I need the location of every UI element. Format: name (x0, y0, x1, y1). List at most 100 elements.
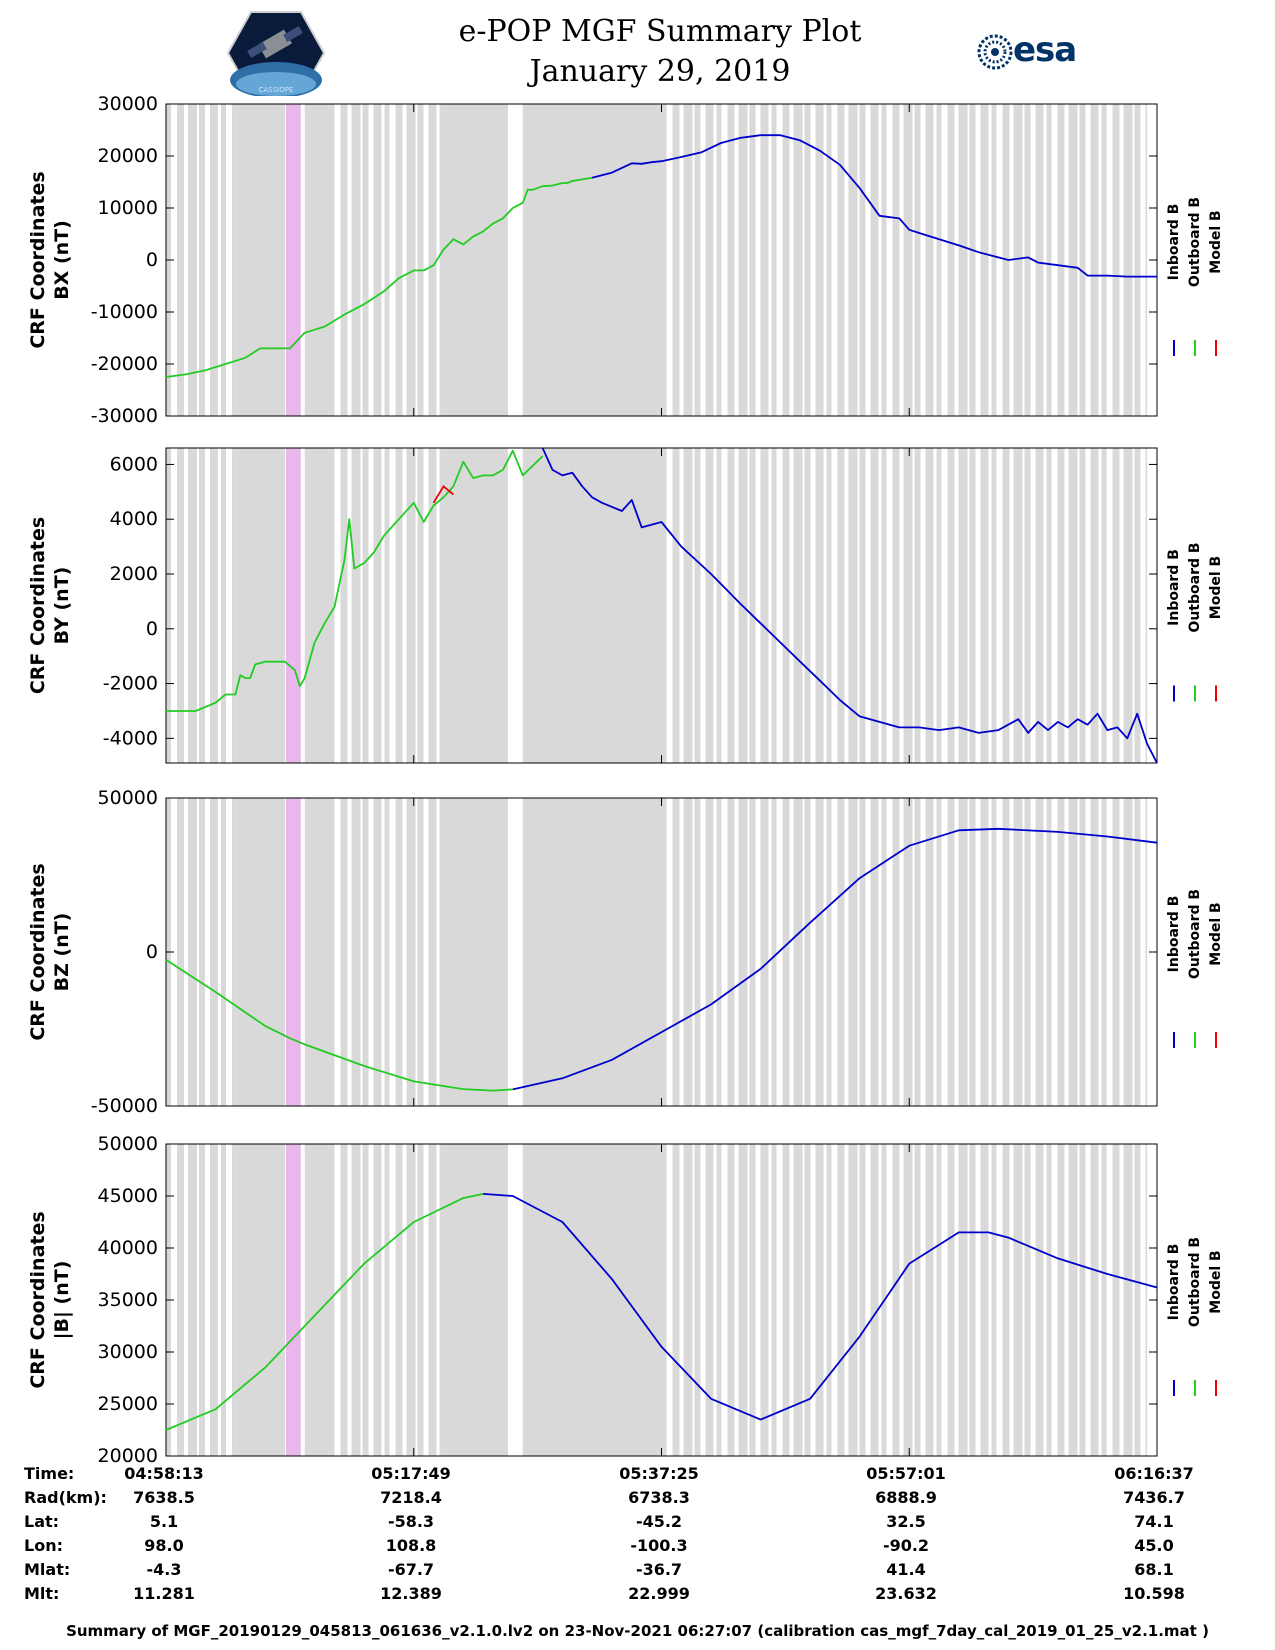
stripe-bx-2-21 (892, 104, 900, 416)
gray-span-bx-3 (522, 104, 662, 416)
ytick-label-bx-6: 30000 (98, 93, 158, 115)
info-label-mlat: Mlat: (24, 1560, 71, 1579)
stripe-by-2-1 (672, 448, 680, 763)
info-mlat-3: -36.7 (635, 1560, 683, 1579)
info-mlt-5: 10.598 (1123, 1584, 1185, 1603)
stripe-bz-2-32 (1013, 798, 1023, 1106)
info-mlat-5: 68.1 (1134, 1560, 1174, 1579)
legend-label-by-2: Model B (1208, 556, 1224, 619)
stripe-by-1-3 (362, 448, 369, 763)
stripe-bz-2-31 (1002, 798, 1010, 1106)
gray-span-bmag-3 (522, 1144, 662, 1456)
info-rad-5: 7436.7 (1123, 1488, 1185, 1507)
stripe-bmag-2-5 (716, 1144, 722, 1456)
stripe-bz-2-23 (914, 798, 921, 1106)
stripe-by-0-2 (188, 448, 197, 763)
series-by-outboard-b (166, 449, 544, 712)
stripe-bmag-2-33 (1024, 1144, 1031, 1456)
stripe-by-2-40 (1101, 448, 1107, 763)
stripe-bmag-2-26 (947, 1144, 955, 1456)
info-rad-2: 7218.4 (380, 1488, 442, 1507)
stripe-bz-2-33 (1024, 798, 1031, 1106)
info-time-4: 05:57:01 (866, 1464, 946, 1483)
stripe-bz-2-7 (738, 798, 748, 1106)
stripe-by-2-22 (903, 448, 913, 763)
stripe-bx-2-11 (782, 104, 790, 416)
stripe-bx-2-37 (1068, 104, 1078, 416)
stripe-bx-2-30 (991, 104, 997, 416)
stripe-bz-2-3 (694, 798, 701, 1106)
stripe-bz-2-18 (859, 798, 866, 1106)
info-mlt-4: 23.632 (875, 1584, 937, 1603)
series-bmag-inboard-b (483, 1193, 1158, 1421)
series-bz-inboard-b (512, 827, 1158, 1091)
stripe-bx-2-14 (815, 104, 824, 416)
stripe-bmag-2-22 (903, 1144, 913, 1456)
stripe-bz-1-10 (439, 798, 444, 1106)
stripe-bz-0-3 (199, 798, 205, 1106)
stripe-bx-2-15 (826, 104, 832, 416)
stripe-bz-2-44 (1145, 798, 1148, 1106)
stripe-bx-2-22 (903, 104, 913, 416)
stripe-bx-2-32 (1013, 104, 1023, 416)
stripe-bz-1-9 (428, 798, 437, 1106)
ylabel-line1-by: CRF Coordinates (27, 517, 49, 694)
stripe-bx-2-34 (1035, 104, 1044, 416)
stripe-bx-2-16 (837, 104, 845, 416)
stripe-bz-1-6 (395, 798, 403, 1106)
stripe-bmag-2-23 (914, 1144, 921, 1456)
stripe-by-1-6 (395, 448, 403, 763)
stripe-bz-1-4 (373, 798, 382, 1106)
ytick-label-bmag-6: 50000 (98, 1133, 158, 1155)
stripe-by-2-41 (1112, 448, 1120, 763)
stripe-bmag-2-38 (1079, 1144, 1086, 1456)
stripe-by-2-23 (914, 448, 921, 763)
stripe-bx-2-18 (859, 104, 866, 416)
info-label-lon: Lon: (24, 1536, 63, 1555)
stripe-by-2-28 (969, 448, 976, 763)
legend-label-bz-1: Outboard B (1187, 889, 1203, 979)
stripe-by-2-8 (749, 448, 756, 763)
stripe-by-2-43 (1134, 448, 1141, 763)
stripe-bz-2-29 (980, 798, 989, 1106)
stripe-bz-1-0 (329, 798, 335, 1106)
stripe-bx-2-5 (716, 104, 722, 416)
stripe-by-1-8 (417, 448, 424, 763)
stripe-bmag-2-34 (1035, 1144, 1044, 1456)
stripe-bmag-1-4 (373, 1144, 382, 1456)
stripe-by-2-11 (782, 448, 790, 763)
legend-label-by-1: Outboard B (1187, 542, 1203, 632)
stripe-by-2-6 (727, 448, 735, 763)
stripe-by-2-17 (848, 448, 858, 763)
stripe-bz-1-3 (362, 798, 369, 1106)
stripe-bz-2-16 (837, 798, 845, 1106)
stripe-bmag-1-3 (362, 1144, 369, 1456)
info-rad-1: 7638.5 (133, 1488, 195, 1507)
ytick-label-by-4: 4000 (110, 508, 158, 530)
stripe-bx-2-44 (1145, 104, 1148, 416)
info-label-rad: Rad(km): (24, 1488, 107, 1507)
series-bmag-outboard-b (165, 1193, 484, 1431)
stripe-bmag-2-4 (705, 1144, 714, 1456)
info-time-2: 05:17:49 (371, 1464, 451, 1483)
legend-label-bmag-2: Model B (1208, 1250, 1224, 1313)
stripe-bmag-2-18 (859, 1144, 866, 1456)
stripe-bx-2-17 (848, 104, 858, 416)
ytick-label-by-5: 6000 (110, 453, 158, 475)
stripe-by-2-12 (793, 448, 803, 763)
stripe-bmag-0-5 (221, 1144, 226, 1456)
stripe-by-2-0 (661, 448, 667, 763)
plot-date: January 29, 2019 (529, 54, 791, 89)
stripe-by-2-26 (947, 448, 955, 763)
ytick-label-bz-2: 50000 (98, 787, 158, 809)
stripe-bmag-1-1 (340, 1144, 348, 1456)
stripe-by-2-25 (936, 448, 942, 763)
ytick-label-by-0: -4000 (103, 727, 158, 749)
ytick-label-bx-4: 10000 (98, 197, 158, 219)
stripe-bx-2-27 (958, 104, 968, 416)
stripe-bx-2-6 (727, 104, 735, 416)
stripe-bmag-2-36 (1057, 1144, 1065, 1456)
stripe-bmag-1-7 (406, 1144, 416, 1456)
stripe-bx-0-2 (188, 104, 197, 416)
stripe-bx-2-12 (793, 104, 803, 416)
